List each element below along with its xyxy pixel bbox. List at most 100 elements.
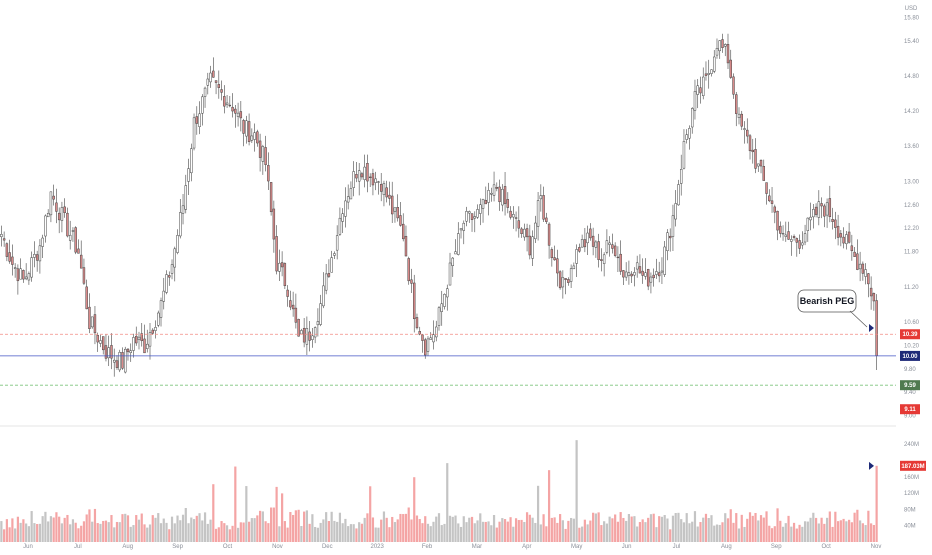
volume-bar: [316, 527, 319, 542]
candle-body: [558, 271, 562, 289]
candle-body: [46, 213, 50, 218]
volume-bar: [11, 518, 14, 542]
candle-body: [393, 207, 397, 212]
candle-body: [864, 269, 867, 277]
volume-bar: [404, 513, 408, 542]
candle-body: [668, 235, 672, 239]
candle-body: [234, 108, 237, 114]
candle-body: [435, 326, 438, 338]
volume-bar: [451, 516, 454, 542]
volume-bar: [3, 529, 6, 542]
candle-body: [429, 337, 432, 340]
volume-bar: [702, 517, 705, 542]
volume-bar: [421, 523, 424, 542]
volume-bar: [553, 517, 556, 542]
volume-bar: [234, 466, 237, 542]
candle-body: [402, 223, 405, 240]
volume-bar: [8, 527, 11, 542]
price-tag-badge: [900, 350, 920, 361]
candle-body: [580, 239, 584, 248]
volume-bar: [710, 515, 713, 542]
volume-bar: [349, 524, 353, 542]
candle-body: [814, 206, 818, 215]
annotation-pointer: [849, 310, 868, 328]
candle-body: [768, 195, 771, 202]
price-level-lines: [0, 333, 896, 386]
candle-body: [267, 165, 270, 182]
volume-bar: [407, 507, 410, 542]
candle-body: [239, 111, 243, 119]
volume-bar: [536, 485, 540, 542]
candle-body: [836, 225, 840, 238]
candle-body: [847, 231, 851, 243]
candle-body: [179, 212, 182, 237]
annotation-callout[interactable]: Bearish PEG: [797, 289, 874, 332]
volume-bar: [605, 523, 608, 542]
candle-body: [484, 199, 488, 205]
candle-body: [41, 237, 44, 247]
candle-body: [250, 135, 254, 141]
candle-body: [71, 230, 75, 232]
volume-bar: [327, 521, 331, 542]
volume-bar: [355, 528, 358, 542]
price-tag-badge: [900, 380, 920, 391]
candle-body: [311, 335, 314, 340]
volume-bar: [570, 517, 573, 542]
price-tick-label: 15.40: [904, 39, 920, 45]
volume-bar: [443, 523, 446, 542]
candle-body: [27, 273, 31, 281]
volume-bar: [572, 518, 575, 542]
volume-bar: [192, 519, 196, 542]
volume-bar: [680, 519, 683, 542]
volume-bar: [784, 523, 787, 542]
volume-bar: [492, 515, 496, 542]
price-tick-label: 10.60: [904, 320, 920, 326]
candle-body: [622, 270, 625, 278]
volume-bar: [611, 518, 614, 542]
volume-bar: [817, 523, 820, 542]
volume-bar: [110, 515, 113, 542]
candle-body: [481, 198, 485, 209]
volume-bar: [415, 515, 419, 542]
volume-bar: [236, 527, 240, 542]
volume-bar: [220, 521, 223, 542]
volume-bar: [757, 520, 760, 542]
candle-body: [569, 268, 573, 282]
volume-bar: [228, 529, 231, 542]
volume-tag-label: 187.03M: [901, 464, 924, 470]
candle-body: [377, 181, 380, 183]
volume-bar: [481, 521, 485, 542]
candle-body: [308, 331, 311, 341]
candle-body: [812, 209, 815, 218]
volume-bar: [121, 514, 124, 542]
x-tick-label: May: [571, 544, 582, 550]
volume-bar: [751, 515, 754, 542]
candle-body: [710, 69, 713, 74]
candle-body: [327, 273, 331, 277]
candle-body: [624, 271, 628, 278]
volume-bar: [363, 517, 366, 542]
volume-bar: [286, 527, 289, 542]
volume-bar: [454, 515, 457, 542]
volume-bar: [281, 493, 284, 542]
volume-bar: [740, 514, 743, 542]
volume-bar: [669, 529, 672, 542]
candle-body: [121, 352, 124, 369]
volume-bar: [27, 526, 31, 542]
volume-bar: [792, 522, 796, 542]
volume-bar: [503, 519, 507, 542]
candle-body: [366, 163, 369, 182]
volume-bar: [435, 516, 438, 542]
volume-bar: [581, 526, 584, 542]
candle-body: [432, 334, 435, 343]
candle-body: [173, 248, 176, 268]
volume-bar: [113, 527, 116, 542]
volume-bar: [190, 517, 193, 542]
candle-body: [203, 87, 207, 97]
candle-body: [357, 170, 361, 182]
candle-body: [294, 307, 298, 323]
volume-bar: [85, 514, 88, 542]
candle-body: [63, 206, 66, 213]
candle-body: [459, 228, 463, 231]
